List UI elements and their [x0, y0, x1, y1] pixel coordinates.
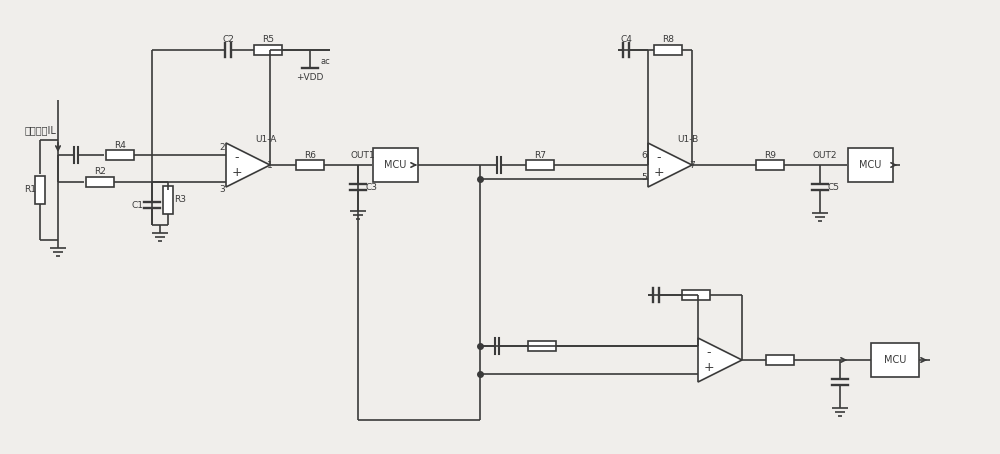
- Text: R1: R1: [24, 186, 36, 194]
- Text: 1: 1: [267, 161, 273, 169]
- Bar: [163, 186, 173, 214]
- Polygon shape: [226, 143, 270, 187]
- Polygon shape: [698, 338, 742, 382]
- Bar: [756, 160, 784, 170]
- Text: 5: 5: [641, 173, 647, 182]
- Text: R4: R4: [114, 140, 126, 149]
- Bar: [35, 176, 45, 204]
- Text: 6: 6: [641, 150, 647, 159]
- Text: U1-B: U1-B: [677, 134, 699, 143]
- Text: R3: R3: [174, 196, 186, 204]
- Text: C5: C5: [828, 183, 840, 192]
- Text: -: -: [707, 346, 711, 359]
- Bar: [654, 45, 682, 55]
- Text: 7: 7: [689, 161, 695, 169]
- Text: R5: R5: [262, 35, 274, 44]
- Text: R8: R8: [662, 35, 674, 44]
- Bar: [106, 150, 134, 160]
- Text: C4: C4: [620, 35, 632, 44]
- Text: R6: R6: [304, 150, 316, 159]
- Text: C2: C2: [222, 35, 234, 44]
- Text: R2: R2: [94, 168, 106, 177]
- Bar: [254, 45, 282, 55]
- Text: R7: R7: [534, 150, 546, 159]
- Text: OUT1: OUT1: [351, 150, 375, 159]
- Text: MCU: MCU: [384, 160, 406, 170]
- Text: 2: 2: [219, 143, 225, 152]
- Text: OUT2: OUT2: [813, 150, 837, 159]
- Bar: [871, 343, 919, 377]
- Bar: [528, 341, 556, 351]
- Bar: [526, 160, 554, 170]
- Text: ac: ac: [320, 58, 330, 66]
- Text: +: +: [232, 166, 242, 179]
- Text: MCU: MCU: [859, 160, 881, 170]
- Text: MCU: MCU: [884, 355, 906, 365]
- Bar: [372, 148, 418, 182]
- Bar: [296, 160, 324, 170]
- Bar: [682, 290, 710, 300]
- Polygon shape: [648, 143, 692, 187]
- Text: +VDD: +VDD: [296, 74, 324, 83]
- Bar: [86, 177, 114, 187]
- Text: C3: C3: [366, 183, 378, 192]
- Text: 3: 3: [219, 186, 225, 194]
- Text: -: -: [657, 151, 661, 164]
- Text: -: -: [235, 151, 239, 164]
- Bar: [848, 148, 893, 182]
- Text: U1-A: U1-A: [255, 134, 277, 143]
- Text: 负载电流IL: 负载电流IL: [25, 125, 57, 135]
- Bar: [766, 355, 794, 365]
- Text: C1: C1: [132, 201, 144, 209]
- Text: +: +: [704, 361, 714, 374]
- Text: +: +: [654, 166, 664, 179]
- Text: R9: R9: [764, 150, 776, 159]
